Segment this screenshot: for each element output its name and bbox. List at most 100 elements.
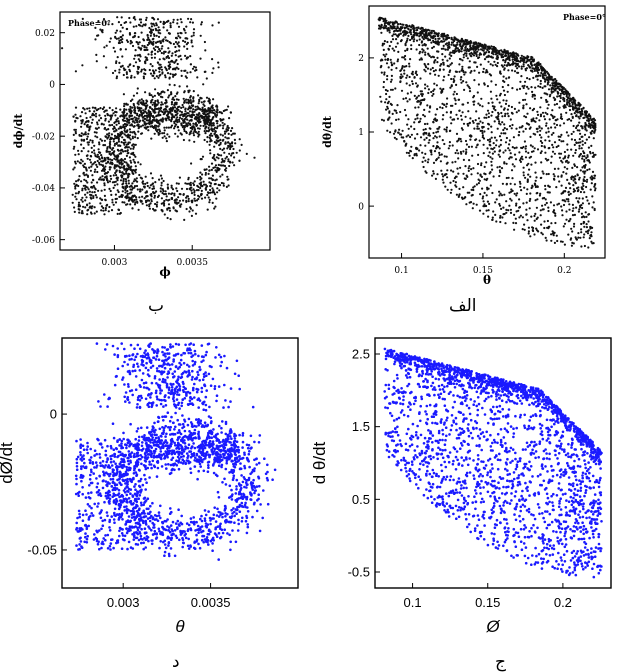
- data-point: [211, 109, 213, 111]
- data-point: [212, 107, 214, 109]
- data-point: [468, 50, 470, 52]
- data-point: [484, 53, 486, 55]
- data-point: [170, 119, 172, 121]
- data-point: [129, 106, 131, 108]
- data-point: [204, 100, 206, 102]
- data-point: [154, 53, 156, 55]
- data-point: [561, 118, 563, 120]
- data-point: [432, 121, 434, 123]
- data-point: [153, 72, 155, 74]
- data-point: [221, 112, 223, 114]
- data-point: [445, 106, 447, 108]
- data-point: [166, 140, 168, 142]
- data-point: [592, 171, 594, 173]
- data-point: [96, 211, 98, 213]
- data-point: [82, 107, 84, 109]
- data-point: [545, 125, 547, 127]
- data-point: [167, 217, 169, 219]
- y-axis-label: dϕ/dt: [12, 113, 25, 149]
- data-point: [527, 152, 529, 154]
- data-point: [113, 140, 115, 142]
- data-point: [556, 124, 558, 126]
- data-point: [424, 87, 426, 89]
- data-point: [438, 75, 440, 77]
- data-point: [509, 149, 511, 151]
- data-point: [385, 98, 387, 100]
- data-point: [385, 109, 387, 111]
- data-point: [572, 155, 574, 157]
- data-point: [450, 122, 452, 124]
- data-point: [102, 210, 104, 212]
- data-point: [86, 213, 88, 215]
- data-point: [81, 111, 83, 113]
- data-point: [456, 194, 458, 196]
- data-point: [213, 154, 215, 156]
- data-point: [493, 142, 495, 144]
- data-point: [136, 92, 138, 94]
- data-point: [79, 115, 81, 117]
- data-point: [522, 146, 524, 148]
- data-point: [154, 109, 156, 111]
- data-point: [158, 26, 160, 28]
- data-point: [426, 123, 428, 125]
- data-point: [506, 128, 508, 130]
- data-point: [437, 38, 439, 40]
- data-point: [148, 205, 150, 207]
- data-point: [559, 157, 561, 159]
- data-point: [227, 129, 229, 131]
- data-point: [384, 101, 386, 103]
- data-point: [396, 104, 398, 106]
- data-point: [163, 52, 165, 54]
- data-point: [166, 195, 168, 197]
- data-point: [438, 42, 440, 44]
- data-point: [209, 135, 211, 137]
- data-point: [397, 60, 399, 62]
- data-point: [104, 195, 106, 197]
- data-point: [484, 84, 486, 86]
- data-point: [469, 72, 471, 74]
- data-point: [534, 147, 536, 149]
- data-point: [212, 189, 214, 191]
- data-point: [120, 115, 122, 117]
- data-point: [535, 117, 537, 119]
- data-point: [565, 173, 567, 175]
- data-point: [73, 206, 75, 208]
- data-point: [383, 71, 385, 73]
- data-point: [155, 129, 157, 131]
- data-point: [230, 112, 232, 114]
- data-point: [194, 194, 196, 196]
- data-point: [195, 131, 197, 133]
- data-point: [568, 155, 570, 157]
- data-point: [578, 156, 580, 158]
- data-point: [126, 113, 128, 115]
- data-point: [405, 97, 407, 99]
- data-point: [222, 122, 224, 124]
- data-point: [452, 144, 454, 146]
- data-point: [562, 171, 564, 173]
- data-point: [89, 139, 91, 141]
- data-point: [577, 129, 579, 131]
- data-point: [386, 78, 388, 80]
- data-point: [192, 104, 194, 106]
- data-point: [401, 56, 403, 58]
- data-point: [229, 161, 231, 163]
- data-point: [510, 212, 512, 214]
- data-point: [208, 177, 210, 179]
- data-point: [126, 73, 128, 75]
- data-point: [172, 106, 174, 108]
- data-point: [152, 38, 154, 40]
- data-point: [492, 210, 494, 212]
- data-point: [398, 118, 400, 120]
- data-point: [503, 123, 505, 125]
- data-point: [147, 37, 149, 39]
- data-point: [583, 159, 585, 161]
- data-point: [531, 67, 533, 69]
- data-point: [494, 109, 496, 111]
- data-point: [164, 108, 166, 110]
- data-point: [571, 167, 573, 169]
- data-point: [142, 103, 144, 105]
- data-point: [501, 194, 503, 196]
- data-point: [458, 110, 460, 112]
- data-point: [86, 204, 88, 206]
- data-point: [130, 100, 132, 102]
